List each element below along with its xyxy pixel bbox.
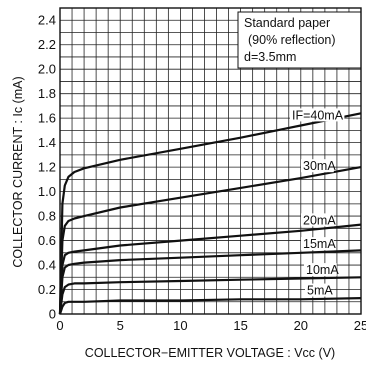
- series-line: [58, 223, 362, 315]
- x-tick-label: 10: [173, 318, 187, 333]
- plot-frame: [59, 7, 362, 315]
- annotation-line-3: d=3.5mm: [244, 50, 296, 64]
- y-tick-label: 1.4: [38, 135, 56, 150]
- annotation-line-2: (90% reflection): [248, 33, 336, 47]
- x-tick-label: 15: [233, 318, 247, 333]
- series-line: [58, 276, 362, 315]
- series-label-bg: [301, 237, 334, 251]
- tick-labels: 0 0.2 0.4 0.6 0.8 1.0 1.2 1.4 1.6 1.8 2.0 2.2 2.4 0 5 1…: [38, 13, 366, 333]
- series-label: 20mA: [303, 213, 336, 227]
- y-tick-label: 0.8: [38, 209, 56, 224]
- y-tick-label: 1.0: [38, 184, 56, 199]
- x-tick-label: 25: [354, 318, 366, 333]
- y-tick-label: 0: [49, 307, 56, 322]
- series-label: 10mA: [306, 263, 339, 277]
- series-label-bg: [301, 159, 334, 173]
- series-label-bg: [305, 283, 331, 297]
- y-tick-label: 2.2: [38, 37, 56, 52]
- x-tick-label: 5: [117, 318, 124, 333]
- series-label: 5mA: [307, 284, 333, 298]
- series-label-bg: [290, 108, 345, 122]
- series-line: [58, 297, 362, 315]
- series-label: 30mA: [303, 159, 336, 173]
- series-label-bg: [301, 213, 334, 227]
- y-tick-label: 1.2: [38, 160, 56, 175]
- y-tick-label: 2.4: [38, 13, 56, 28]
- y-tick-label: 0.2: [38, 282, 56, 297]
- annotation-line-1: Standard paper: [244, 16, 330, 30]
- annotation-box: [237, 11, 362, 69]
- y-axis-label: COLLECTOR CURRENT : Ic (mA): [11, 76, 25, 267]
- series-label: 15mA: [303, 237, 336, 251]
- y-tick-label: 0.4: [38, 258, 56, 273]
- series-label: IF=40mA: [292, 108, 344, 122]
- series-line: [58, 249, 362, 315]
- y-tick-label: 1.8: [38, 86, 56, 101]
- series-line: [58, 166, 362, 315]
- series-label-bg: [304, 263, 337, 277]
- x-axis-label: COLLECTOR−EMITTER VOLTAGE : Vcc (V): [85, 346, 335, 360]
- y-tick-label: 2.0: [38, 62, 56, 77]
- y-tick-label: 1.6: [38, 111, 56, 126]
- x-tick-label: 20: [294, 318, 308, 333]
- series-line: [58, 112, 362, 315]
- y-tick-label: 0.6: [38, 233, 56, 248]
- curves: IF=40mA 30mA 20mA 15mA 10mA 5mA: [58, 108, 362, 315]
- x-tick-label: 0: [56, 318, 63, 333]
